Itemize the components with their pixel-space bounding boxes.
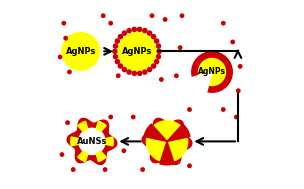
Circle shape [199,58,226,85]
Text: AgNPs: AgNPs [198,67,226,77]
Circle shape [118,35,123,39]
Wedge shape [167,124,190,141]
Circle shape [231,40,234,44]
Circle shape [147,67,152,72]
Circle shape [115,39,119,43]
Circle shape [122,67,126,72]
Circle shape [160,78,163,81]
Circle shape [151,64,156,68]
Wedge shape [163,141,171,154]
Circle shape [164,18,167,21]
Polygon shape [67,118,117,164]
Circle shape [154,60,159,64]
Circle shape [132,115,135,119]
Circle shape [122,149,126,153]
Wedge shape [151,121,183,141]
Circle shape [151,35,156,39]
Wedge shape [78,121,88,132]
Circle shape [180,14,184,17]
Circle shape [157,49,161,53]
Circle shape [122,31,126,35]
Circle shape [132,71,136,75]
Wedge shape [158,130,176,141]
Circle shape [237,89,240,92]
Wedge shape [191,72,212,93]
Circle shape [138,71,142,75]
Circle shape [235,115,238,119]
Circle shape [157,44,161,48]
Circle shape [109,22,112,25]
Circle shape [102,14,105,17]
Circle shape [103,168,107,171]
Wedge shape [96,151,106,162]
Circle shape [150,14,154,17]
Circle shape [127,29,131,33]
Circle shape [113,49,117,53]
Circle shape [175,74,178,77]
Circle shape [157,55,161,59]
Wedge shape [160,141,174,165]
Circle shape [113,55,118,59]
Circle shape [113,44,118,48]
Circle shape [109,115,112,119]
Circle shape [127,70,131,74]
Wedge shape [155,132,167,141]
Wedge shape [71,137,79,146]
Circle shape [138,27,142,31]
Circle shape [141,168,144,171]
Text: AgNPs: AgNPs [122,47,152,56]
Circle shape [188,108,191,111]
Circle shape [64,36,67,40]
Wedge shape [167,134,188,162]
Circle shape [60,153,64,156]
Circle shape [192,52,232,92]
Circle shape [115,60,119,64]
Circle shape [66,121,69,124]
Circle shape [143,29,147,33]
Circle shape [118,33,156,70]
Circle shape [222,108,225,111]
Polygon shape [142,118,192,164]
Wedge shape [146,134,167,162]
Wedge shape [167,132,179,141]
Circle shape [118,64,123,68]
Circle shape [155,129,179,154]
Text: AuNSs: AuNSs [77,137,107,146]
Circle shape [79,128,105,155]
Circle shape [58,55,62,59]
Circle shape [62,22,65,25]
Circle shape [147,31,152,35]
Wedge shape [156,137,167,153]
Circle shape [222,22,225,25]
Circle shape [143,70,147,74]
Circle shape [239,65,242,68]
Wedge shape [78,151,88,162]
Circle shape [132,27,136,31]
Wedge shape [167,137,178,153]
Circle shape [68,70,71,74]
Circle shape [178,46,182,49]
Circle shape [184,134,188,137]
Circle shape [116,74,120,77]
Wedge shape [144,124,167,141]
Wedge shape [96,121,106,132]
Text: AgNPs: AgNPs [66,47,96,56]
Wedge shape [105,137,113,146]
Circle shape [62,33,99,70]
Circle shape [154,39,159,43]
Circle shape [188,164,191,167]
Circle shape [71,168,75,171]
